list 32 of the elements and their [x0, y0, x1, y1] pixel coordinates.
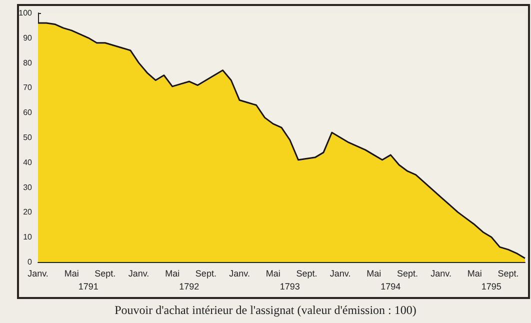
y-tick-label: 100 [18, 8, 33, 18]
y-tick-label: 40 [23, 158, 33, 167]
x-tick-label: Sept. [396, 268, 418, 278]
x-tick-label: Sept. [498, 268, 519, 278]
x-tick-label: Mai [467, 268, 482, 278]
x-tick-label: Sept. [296, 268, 318, 278]
x-tick-label: Sept. [94, 268, 116, 278]
x-tick-label: Mai [266, 268, 280, 278]
text: Pouvoir d'achat intérieur de l'assignat (valeur d'émission : 100) [114, 303, 416, 317]
x-tick-label: 1794 [380, 282, 401, 292]
y-tick-label: 0 [28, 258, 33, 266]
x-tick-label: Janv. [330, 268, 351, 278]
x-tick-label: Mai [165, 268, 180, 278]
y-tick-label: 10 [23, 232, 33, 242]
y-tick-label: 90 [23, 33, 33, 42]
x-tick-label: 1792 [179, 282, 200, 292]
x-tick-label: Mai [64, 268, 79, 278]
y-tick-label: 50 [23, 133, 33, 142]
y-tick-label: 70 [23, 83, 33, 92]
x-tick-label: Janv. [430, 268, 452, 278]
x-tick-label: Sept. [195, 268, 216, 278]
y-tick-label: 30 [23, 182, 33, 192]
x-tick-label: Mai [366, 268, 382, 278]
y-tick-label: 20 [23, 208, 33, 217]
y-tick-label: 80 [23, 58, 33, 68]
x-tick-label: 1793 [280, 282, 300, 292]
y-tick-label: 60 [23, 108, 33, 118]
x-tick-label: Janv. [128, 268, 150, 278]
x-tick-label: 1791 [78, 282, 98, 292]
x-tick-label: 1795 [481, 282, 502, 292]
x-tick-label: Janv. [229, 268, 250, 278]
x-tick-label: Janv. [28, 268, 48, 278]
